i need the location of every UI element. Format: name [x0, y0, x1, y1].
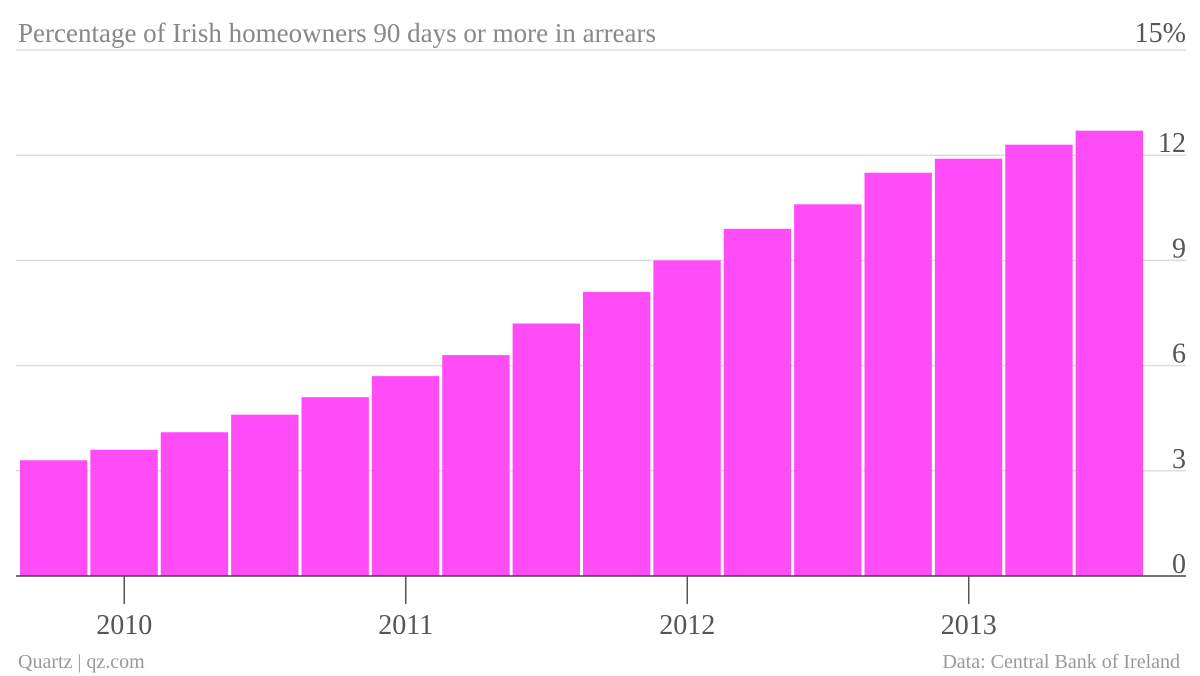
y-tick-label: 6	[1172, 339, 1186, 370]
x-year-label: 2012	[659, 610, 715, 641]
bar	[1005, 144, 1073, 576]
y-axis-unit-label: 15%	[1135, 18, 1186, 49]
y-tick-label: 9	[1172, 233, 1186, 264]
bar	[583, 291, 651, 576]
bar	[723, 228, 792, 576]
bar	[371, 376, 440, 576]
credit-label: Quartz | qz.com	[18, 651, 145, 673]
bar	[653, 260, 721, 576]
x-year-label: 2013	[941, 610, 997, 641]
bar	[301, 397, 369, 576]
bar	[794, 204, 862, 576]
bar	[934, 158, 1003, 576]
bar	[1075, 130, 1143, 577]
x-year-label: 2010	[96, 610, 152, 641]
y-tick-label: 12	[1158, 128, 1186, 159]
bar	[20, 460, 88, 576]
y-tick-label: 0	[1172, 549, 1186, 580]
y-axis-ticks: 0 3 6 9 12	[1158, 128, 1186, 580]
bars	[20, 130, 1143, 577]
bar	[512, 323, 580, 576]
x-axis-year-ticks: 2010 2011 2012 2013	[96, 576, 997, 641]
source-label: Data: Central Bank of Ireland	[942, 651, 1180, 673]
bar	[231, 414, 299, 576]
y-tick-label: 3	[1172, 444, 1186, 475]
bar	[442, 355, 510, 576]
bar	[90, 449, 158, 576]
x-year-label: 2011	[378, 610, 433, 641]
chart-title: Percentage of Irish homeowners 90 days o…	[18, 18, 656, 48]
bar	[864, 172, 932, 576]
bar	[160, 432, 229, 576]
